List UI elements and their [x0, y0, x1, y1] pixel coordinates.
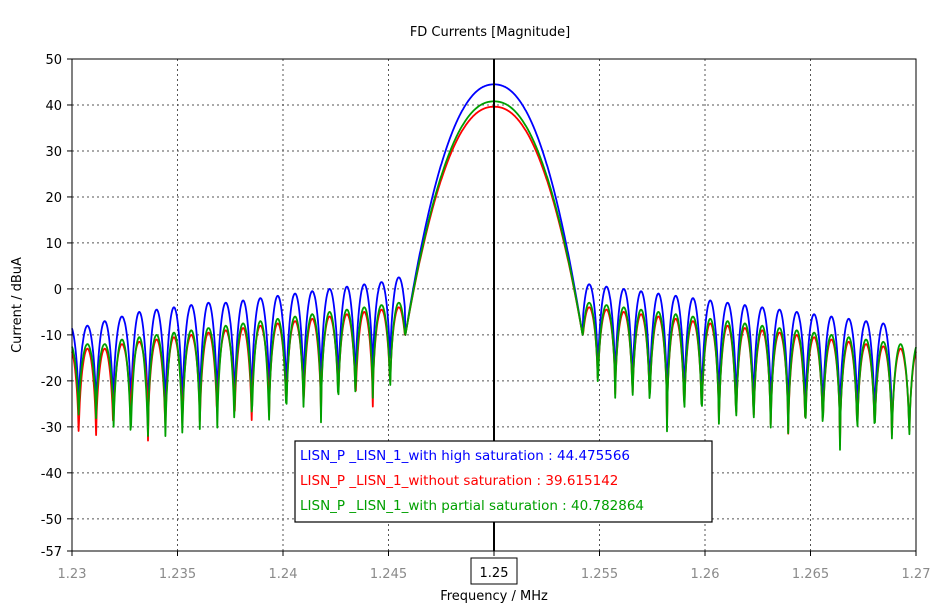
chart-title: FD Currents [Magnitude] — [410, 25, 570, 40]
legend-entry: LISN_P _LISN_1_with high saturation : 44… — [300, 448, 630, 464]
legend: LISN_P _LISN_1_with high saturation : 44… — [294, 440, 713, 523]
y-tick-label: -10 — [41, 329, 62, 344]
x-axis-label: Frequency / MHz — [440, 589, 548, 604]
legend-box — [294, 440, 713, 523]
x-ticks: 1.23 1.235 1.24 1.245 1.255 1.26 1.265 1.27 — [58, 551, 931, 582]
x-tick-label: 1.255 — [581, 567, 618, 582]
legend-entry: LISN_P _LISN_1_with partial saturation :… — [300, 498, 644, 514]
series-high-saturation — [71, 83, 893, 437]
y-tick-label: -50 — [41, 513, 62, 528]
y-tick-label: -40 — [41, 467, 62, 482]
x-tick-label: 1.23 — [58, 567, 87, 582]
legend-entry: LISN_P _LISN_1_without saturation : 39.6… — [300, 473, 618, 489]
y-tick-label: 30 — [45, 145, 62, 160]
y-tick-label: 50 — [45, 53, 62, 68]
y-tick-label: 0 — [54, 283, 62, 298]
cursor-label: 1.25 — [480, 566, 509, 581]
x-tick-label: 1.235 — [159, 567, 196, 582]
y-tick-label: -30 — [41, 421, 62, 436]
y-tick-label: -20 — [41, 375, 62, 390]
y-tick-label: 20 — [45, 191, 62, 206]
y-axis-label: Current / dBuA — [10, 257, 25, 353]
cursor-label-box[interactable] — [470, 557, 518, 585]
y-ticks: 50 40 30 20 10 0 -10 -20 -30 -40 -50 -57 — [41, 53, 72, 560]
x-tick-label: 1.265 — [792, 567, 829, 582]
y-tick-label: 10 — [45, 237, 62, 252]
y-tick-label: 40 — [45, 99, 62, 114]
x-tick-label: 1.27 — [902, 567, 931, 582]
x-tick-label: 1.24 — [269, 567, 298, 582]
x-tick-label: 1.26 — [691, 567, 720, 582]
x-tick-label: 1.245 — [370, 567, 407, 582]
y-tick-label: -57 — [41, 545, 62, 560]
